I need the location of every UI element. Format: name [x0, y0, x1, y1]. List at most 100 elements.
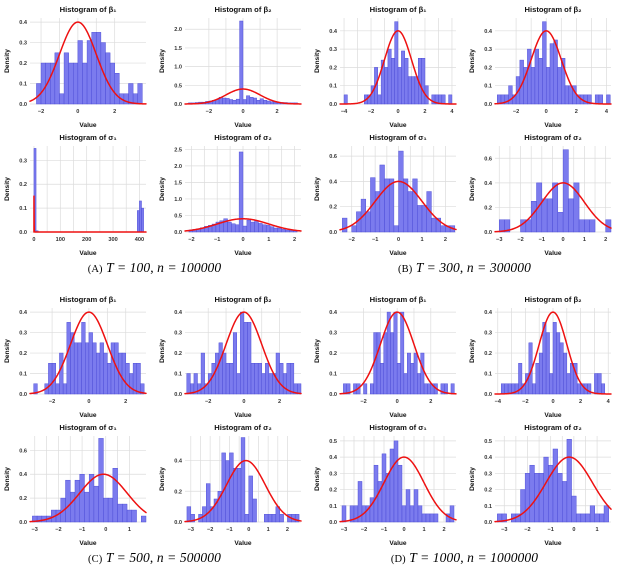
histogram-bar	[62, 383, 68, 395]
histogram-bar	[409, 505, 415, 523]
histogram-bar	[589, 505, 595, 523]
histogram-bar	[246, 219, 251, 233]
histogram-bar	[393, 225, 399, 233]
panel-title: Histogram of β₂	[214, 5, 271, 14]
histogram-bar	[397, 67, 402, 105]
histogram-bar	[567, 198, 574, 233]
density-curve	[493, 311, 612, 395]
y-tick-label: 0.2	[484, 205, 492, 211]
y-tick-label: 0.1	[19, 372, 27, 378]
x-tick-label: −2	[524, 527, 530, 533]
panel-plot: 0.0 0.1 0.2 0.3 0 100 200 300 400 Value Density His…	[4, 133, 147, 257]
x-tick-label: 1	[266, 527, 269, 533]
y-tick-label: 0.2	[329, 65, 337, 71]
y-tick-label: 2.0	[174, 27, 182, 33]
x-tick-label: 0	[241, 109, 244, 115]
x-tick-label: 2	[278, 399, 281, 405]
histogram-bar	[583, 219, 590, 233]
histogram-bar	[351, 225, 357, 233]
panel-plot: 0.0 0.2 0.4 0.6 −2 −1 0 1 2 Value Density Histogram…	[314, 133, 457, 257]
histogram-bar	[556, 473, 563, 523]
histogram-bar	[541, 21, 546, 105]
x-axis-label: Value	[234, 540, 252, 547]
histogram-bar	[400, 311, 405, 395]
histogram-bar	[93, 485, 99, 523]
histogram-bar	[228, 99, 233, 105]
y-tick-label: 0.3	[329, 47, 337, 53]
y-axis-label: Density	[469, 467, 476, 491]
histogram-bar	[255, 100, 260, 105]
panel-title: Histogram of β₁	[60, 5, 117, 14]
histogram-bar	[33, 383, 38, 395]
panel-plot: 0.0 0.1 0.2 0.3 0.4 −2 0 2 Value Density Histogram…	[4, 295, 147, 419]
y-axis-label: Density	[159, 339, 166, 363]
histogram-bar	[214, 352, 219, 395]
caption-T: T = 500	[105, 550, 150, 565]
x-tick-label: 1	[582, 237, 585, 243]
histogram-bar	[421, 205, 427, 233]
histogram-bar	[266, 100, 271, 105]
y-tick-label: 0.5	[329, 439, 337, 445]
histogram-bar	[59, 93, 65, 105]
histogram-bar	[240, 437, 245, 523]
histogram-bar	[117, 503, 123, 523]
histogram-bar	[383, 332, 388, 395]
x-tick-label: 4	[606, 399, 610, 405]
histogram-bar	[421, 58, 426, 105]
histogram-bar	[427, 383, 432, 395]
histogram-bar	[224, 460, 230, 523]
histogram-bar	[538, 473, 544, 523]
histogram-bar	[560, 58, 565, 105]
x-axis-label: Value	[389, 540, 407, 547]
histogram-bar	[578, 219, 585, 233]
histogram-bar	[207, 373, 212, 395]
y-tick-label: 0.2	[329, 205, 337, 211]
x-axis-label: Value	[234, 250, 252, 257]
histogram-bar	[450, 383, 455, 395]
histogram-bar	[562, 149, 569, 233]
histogram-bar	[529, 464, 535, 523]
density-curve	[183, 311, 302, 395]
histogram-bar	[96, 32, 102, 105]
histogram-bar	[594, 513, 600, 523]
histogram-bar	[235, 98, 240, 105]
histogram-bar	[259, 98, 264, 105]
histogram-bar	[396, 363, 401, 395]
y-axis-label: Density	[314, 177, 321, 201]
histogram-bar	[413, 489, 419, 523]
y-tick-label: 0.5	[174, 213, 182, 219]
x-tick-label: −2	[517, 237, 523, 243]
x-axis-label: Value	[389, 412, 407, 419]
x-tick-label: −2	[360, 399, 366, 405]
y-axis-label: Density	[314, 467, 321, 491]
x-tick-label: 0	[396, 399, 399, 405]
y-tick-label: 0.1	[484, 84, 492, 90]
y-tick-label: 0.5	[484, 439, 492, 445]
panel-c-sigma2: 0.0 0.2 0.4 −3 −2 −1 0 1 2 Value Density Histogram …	[155, 420, 310, 548]
histogram-bar	[54, 52, 60, 105]
panel-a-beta1: 0.0 0.1 0.2 0.3 0.4 −2 0 2 Value Density Histogram…	[0, 2, 155, 130]
histogram-bar	[564, 85, 569, 105]
histogram-bar	[122, 503, 128, 523]
histogram-bar	[289, 363, 294, 395]
x-axis-label: Value	[389, 250, 407, 257]
y-axis-label: Density	[159, 467, 166, 491]
histogram-bar	[249, 97, 253, 105]
caption-T: T = 100	[106, 260, 151, 275]
histogram-bar	[253, 220, 259, 233]
panel-title: Histogram of β₂	[524, 5, 581, 14]
panel-d-beta2: 0.0 0.1 0.2 0.3 0.4 −4 −2 0 2 4 Value Density Histog…	[465, 292, 619, 420]
panel-c-beta2: 0.0 0.1 0.2 0.3 0.4 −2 0 2 Value Density Histogram…	[155, 292, 310, 420]
x-tick-label: −3	[187, 527, 193, 533]
histogram-bar	[232, 100, 236, 105]
subfigure-caption: (C) T = 500, n = 500000	[88, 550, 221, 565]
histogram-bar	[370, 383, 374, 395]
y-tick-label: 0.0	[484, 520, 492, 526]
x-tick-label: 2	[292, 237, 295, 243]
histogram-bar	[238, 151, 243, 233]
density-curve	[183, 88, 302, 105]
histogram-bar	[393, 311, 398, 395]
y-tick-label: 0.2	[19, 61, 27, 67]
panel-d-sigma1: 0.0 0.1 0.2 0.3 0.4 0.5 −3 −2 −1 0 1 2 Value Density H…	[310, 420, 465, 548]
y-tick-label: 0.2	[484, 65, 492, 71]
